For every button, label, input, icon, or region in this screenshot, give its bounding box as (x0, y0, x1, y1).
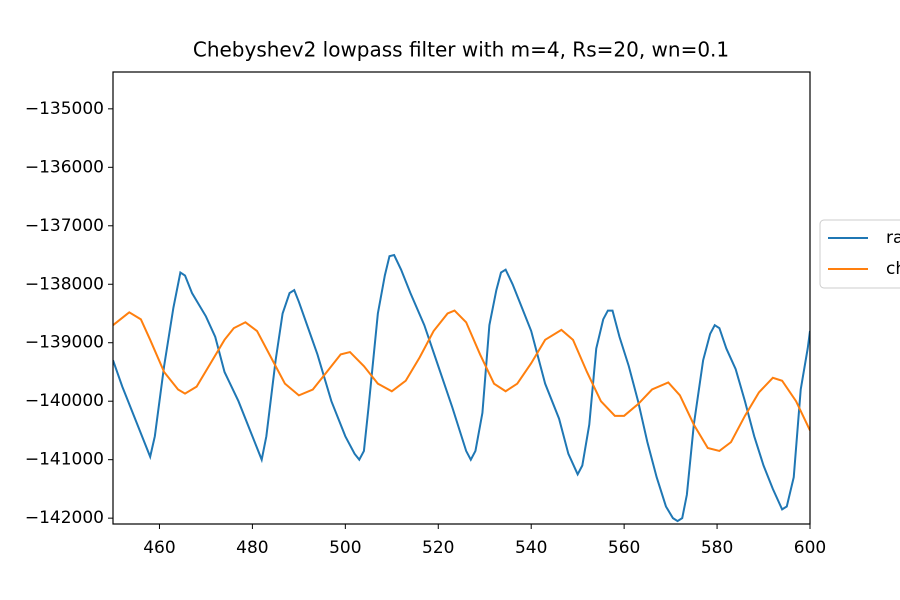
x-tick-label: 540 (515, 538, 547, 558)
legend-label: ra (886, 228, 900, 248)
plot-area (113, 253, 810, 523)
x-tick-label: 500 (329, 538, 361, 558)
y-tick-label: −136000 (25, 157, 104, 177)
x-tick-label: 560 (608, 538, 640, 558)
y-tick-label: −141000 (25, 450, 104, 470)
y-tick-label: −137000 (25, 216, 104, 236)
x-tick-label: 520 (422, 538, 454, 558)
x-tick-label: 480 (236, 538, 268, 558)
x-tick-label: 580 (701, 538, 733, 558)
x-tick-label: 600 (794, 538, 826, 558)
y-tick-label: −140000 (25, 391, 104, 411)
legend-label: ch (886, 259, 900, 279)
y-tick-label: −142000 (25, 508, 104, 528)
series-line (113, 309, 810, 452)
axes-frame (112, 71, 811, 525)
y-tick-label: −139000 (25, 333, 104, 353)
y-tick-label: −135000 (25, 99, 104, 119)
y-tick-label: −138000 (25, 274, 104, 294)
chart-title: Chebyshev2 lowpass filter with m=4, Rs=2… (193, 38, 729, 62)
x-tick-label: 460 (143, 538, 175, 558)
series-line (113, 253, 810, 523)
